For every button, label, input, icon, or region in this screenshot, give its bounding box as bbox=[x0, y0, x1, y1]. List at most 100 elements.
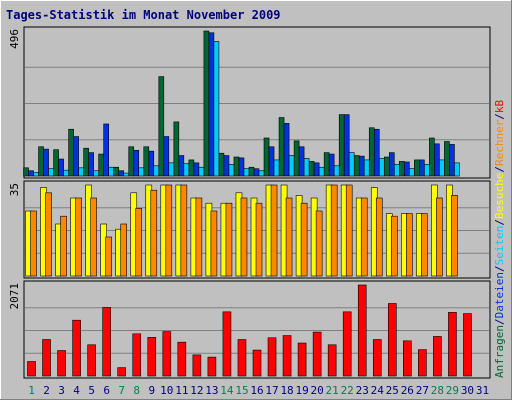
day-label-15: 15 bbox=[235, 384, 248, 397]
bar-kb-29 bbox=[448, 311, 457, 377]
bar-seiten-6 bbox=[108, 166, 114, 177]
day-label-27: 27 bbox=[416, 384, 429, 397]
bar-anfragen-20 bbox=[308, 161, 315, 177]
bar-dateien-29 bbox=[449, 144, 455, 177]
bar-dateien-19 bbox=[298, 146, 305, 177]
bar-seiten-5 bbox=[93, 170, 99, 177]
bar-dateien-24 bbox=[373, 128, 380, 177]
bar-seiten-25 bbox=[393, 164, 400, 177]
bar-rechner-12 bbox=[195, 197, 203, 277]
bar-seiten-12 bbox=[198, 166, 205, 177]
day-label-22: 22 bbox=[341, 384, 354, 397]
bar-kb-7 bbox=[117, 367, 127, 377]
bar-kb-3 bbox=[57, 350, 66, 377]
bar-seiten-8 bbox=[138, 167, 145, 177]
bar-anfragen-28 bbox=[429, 137, 435, 177]
ymax-label: 35 bbox=[8, 183, 21, 196]
bar-seiten-24 bbox=[378, 158, 385, 177]
bar-seiten-3 bbox=[63, 169, 69, 177]
bar-rechner-29 bbox=[451, 195, 458, 277]
bar-seiten-23 bbox=[363, 159, 370, 177]
day-label-31: 31 bbox=[476, 384, 489, 397]
bar-rechner-8 bbox=[135, 208, 143, 277]
day-label-7: 7 bbox=[118, 384, 125, 397]
bar-dateien-26 bbox=[404, 161, 410, 177]
bar-dateien-14 bbox=[223, 155, 230, 177]
ymax-label: 2071 bbox=[8, 283, 21, 310]
bar-seiten-10 bbox=[168, 162, 175, 177]
day-label-2: 2 bbox=[43, 384, 50, 397]
bar-seiten-9 bbox=[153, 165, 160, 177]
legend-separator: / bbox=[493, 219, 506, 226]
bar-anfragen-22 bbox=[338, 114, 345, 177]
bar-anfragen-11 bbox=[173, 121, 180, 177]
bar-dateien-3 bbox=[58, 158, 64, 177]
legend-labels: Anfragen/Dateien/Seiten/Besuche/Rechner/… bbox=[493, 99, 506, 378]
bar-seiten-20 bbox=[318, 166, 325, 177]
bar-dateien-28 bbox=[434, 143, 440, 177]
bar-rechner-3 bbox=[60, 215, 67, 277]
bar-rechner-1 bbox=[30, 210, 37, 277]
bar-anfragen-13 bbox=[203, 30, 210, 177]
bar-anfragen-12 bbox=[188, 159, 195, 177]
day-labels: 1 2 3 4 5 6 7 8 9 10 11 12 13 14 15 16 17 18 19 20 21 22 23 24 2… bbox=[28, 384, 489, 397]
bar-rechner-22 bbox=[345, 184, 353, 277]
legend-kb: kB bbox=[493, 99, 506, 113]
bar-kb-16 bbox=[252, 349, 262, 377]
legend-besuche: Besuche bbox=[493, 173, 506, 219]
legend-dateien: Dateien bbox=[493, 272, 506, 318]
bar-anfragen-24 bbox=[368, 127, 375, 177]
bar-kb-20 bbox=[312, 331, 322, 377]
bar-rechner-5 bbox=[90, 197, 97, 277]
bar-seiten-11 bbox=[183, 163, 190, 177]
bar-seiten-13 bbox=[213, 41, 220, 177]
bar-rechner-14 bbox=[225, 202, 233, 277]
bar-anfragen-25 bbox=[383, 156, 390, 177]
bar-anfragen-7 bbox=[113, 166, 120, 177]
bar-dateien-21 bbox=[328, 153, 335, 177]
bar-seiten-29 bbox=[454, 162, 460, 177]
bar-rechner-19 bbox=[300, 202, 308, 277]
bar-anfragen-14 bbox=[218, 152, 225, 177]
bar-kb-15 bbox=[237, 339, 247, 377]
chart-panels: 496 35 2071 bbox=[8, 26, 491, 379]
bar-rechner-20 bbox=[315, 210, 323, 277]
bar-seiten-2 bbox=[48, 168, 54, 177]
day-label-21: 21 bbox=[326, 384, 339, 397]
day-label-20: 20 bbox=[311, 384, 324, 397]
bar-kb-12 bbox=[192, 354, 202, 377]
bar-dateien-27 bbox=[419, 159, 425, 177]
bar-dateien-9 bbox=[148, 150, 155, 177]
legend-rechner: Rechner bbox=[493, 119, 506, 166]
day-label-29: 29 bbox=[446, 384, 459, 397]
bar-dateien-11 bbox=[178, 155, 185, 177]
bar-seiten-18 bbox=[288, 155, 295, 177]
bar-dateien-25 bbox=[388, 152, 395, 177]
bar-kb-5 bbox=[87, 344, 96, 377]
bar-anfragen-26 bbox=[399, 161, 405, 177]
bar-seiten-1 bbox=[33, 172, 39, 177]
day-label-26: 26 bbox=[401, 384, 414, 397]
bar-anfragen-3 bbox=[53, 149, 59, 177]
bar-seiten-14 bbox=[228, 164, 235, 177]
legend-seiten: Seiten bbox=[493, 226, 506, 266]
bar-seiten-22 bbox=[348, 152, 355, 177]
bar-rechner-15 bbox=[240, 197, 248, 277]
day-label-25: 25 bbox=[386, 384, 399, 397]
bar-seiten-4 bbox=[78, 167, 84, 177]
day-label-11: 11 bbox=[175, 384, 188, 397]
bar-dateien-22 bbox=[343, 114, 350, 177]
bar-dateien-15 bbox=[238, 157, 245, 177]
bar-anfragen-21 bbox=[323, 152, 330, 177]
bar-rechner-6 bbox=[105, 236, 112, 277]
bar-anfragen-6 bbox=[98, 153, 104, 177]
day-label-14: 14 bbox=[220, 384, 234, 397]
bar-anfragen-23 bbox=[353, 155, 360, 177]
bar-seiten-21 bbox=[333, 165, 340, 177]
day-label-18: 18 bbox=[280, 384, 293, 397]
bar-rechner-13 bbox=[210, 210, 218, 277]
bar-rechner-21 bbox=[330, 184, 338, 277]
bar-dateien-13 bbox=[208, 32, 215, 177]
bar-kb-19 bbox=[297, 342, 307, 377]
bar-dateien-5 bbox=[88, 152, 94, 177]
